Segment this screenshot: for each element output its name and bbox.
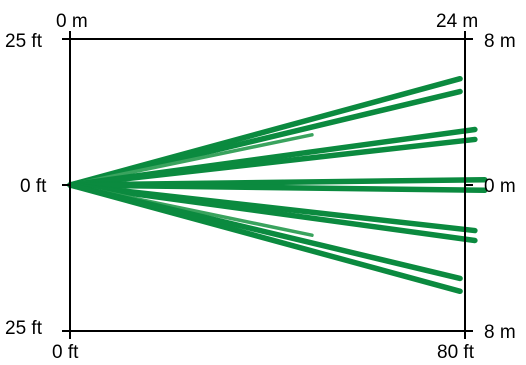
beam-line-9	[67, 182, 478, 244]
bottom-axis-end-label: 80 ft	[437, 342, 475, 363]
left-axis-bottom-label: 25 ft	[5, 318, 43, 339]
top-axis-end-label: 24 m	[436, 11, 478, 32]
left-axis-middle-label: 0 ft	[20, 176, 47, 197]
beam-line-5	[67, 136, 478, 188]
left-axis-top-label: 25 ft	[5, 31, 43, 52]
beam-line-7	[67, 182, 488, 194]
right-axis-top-label: 8 m	[484, 31, 516, 52]
beam-line-12	[67, 182, 463, 295]
beam-group	[67, 75, 488, 295]
beam-line-2	[67, 88, 463, 188]
right-axis-middle-label: 0 m	[484, 176, 516, 197]
top-axis-start-label: 0 m	[56, 11, 88, 32]
bottom-axis-start-label: 0 ft	[52, 342, 79, 363]
right-axis-bottom-label: 8 m	[484, 322, 516, 343]
beam-line-3	[68, 133, 314, 187]
